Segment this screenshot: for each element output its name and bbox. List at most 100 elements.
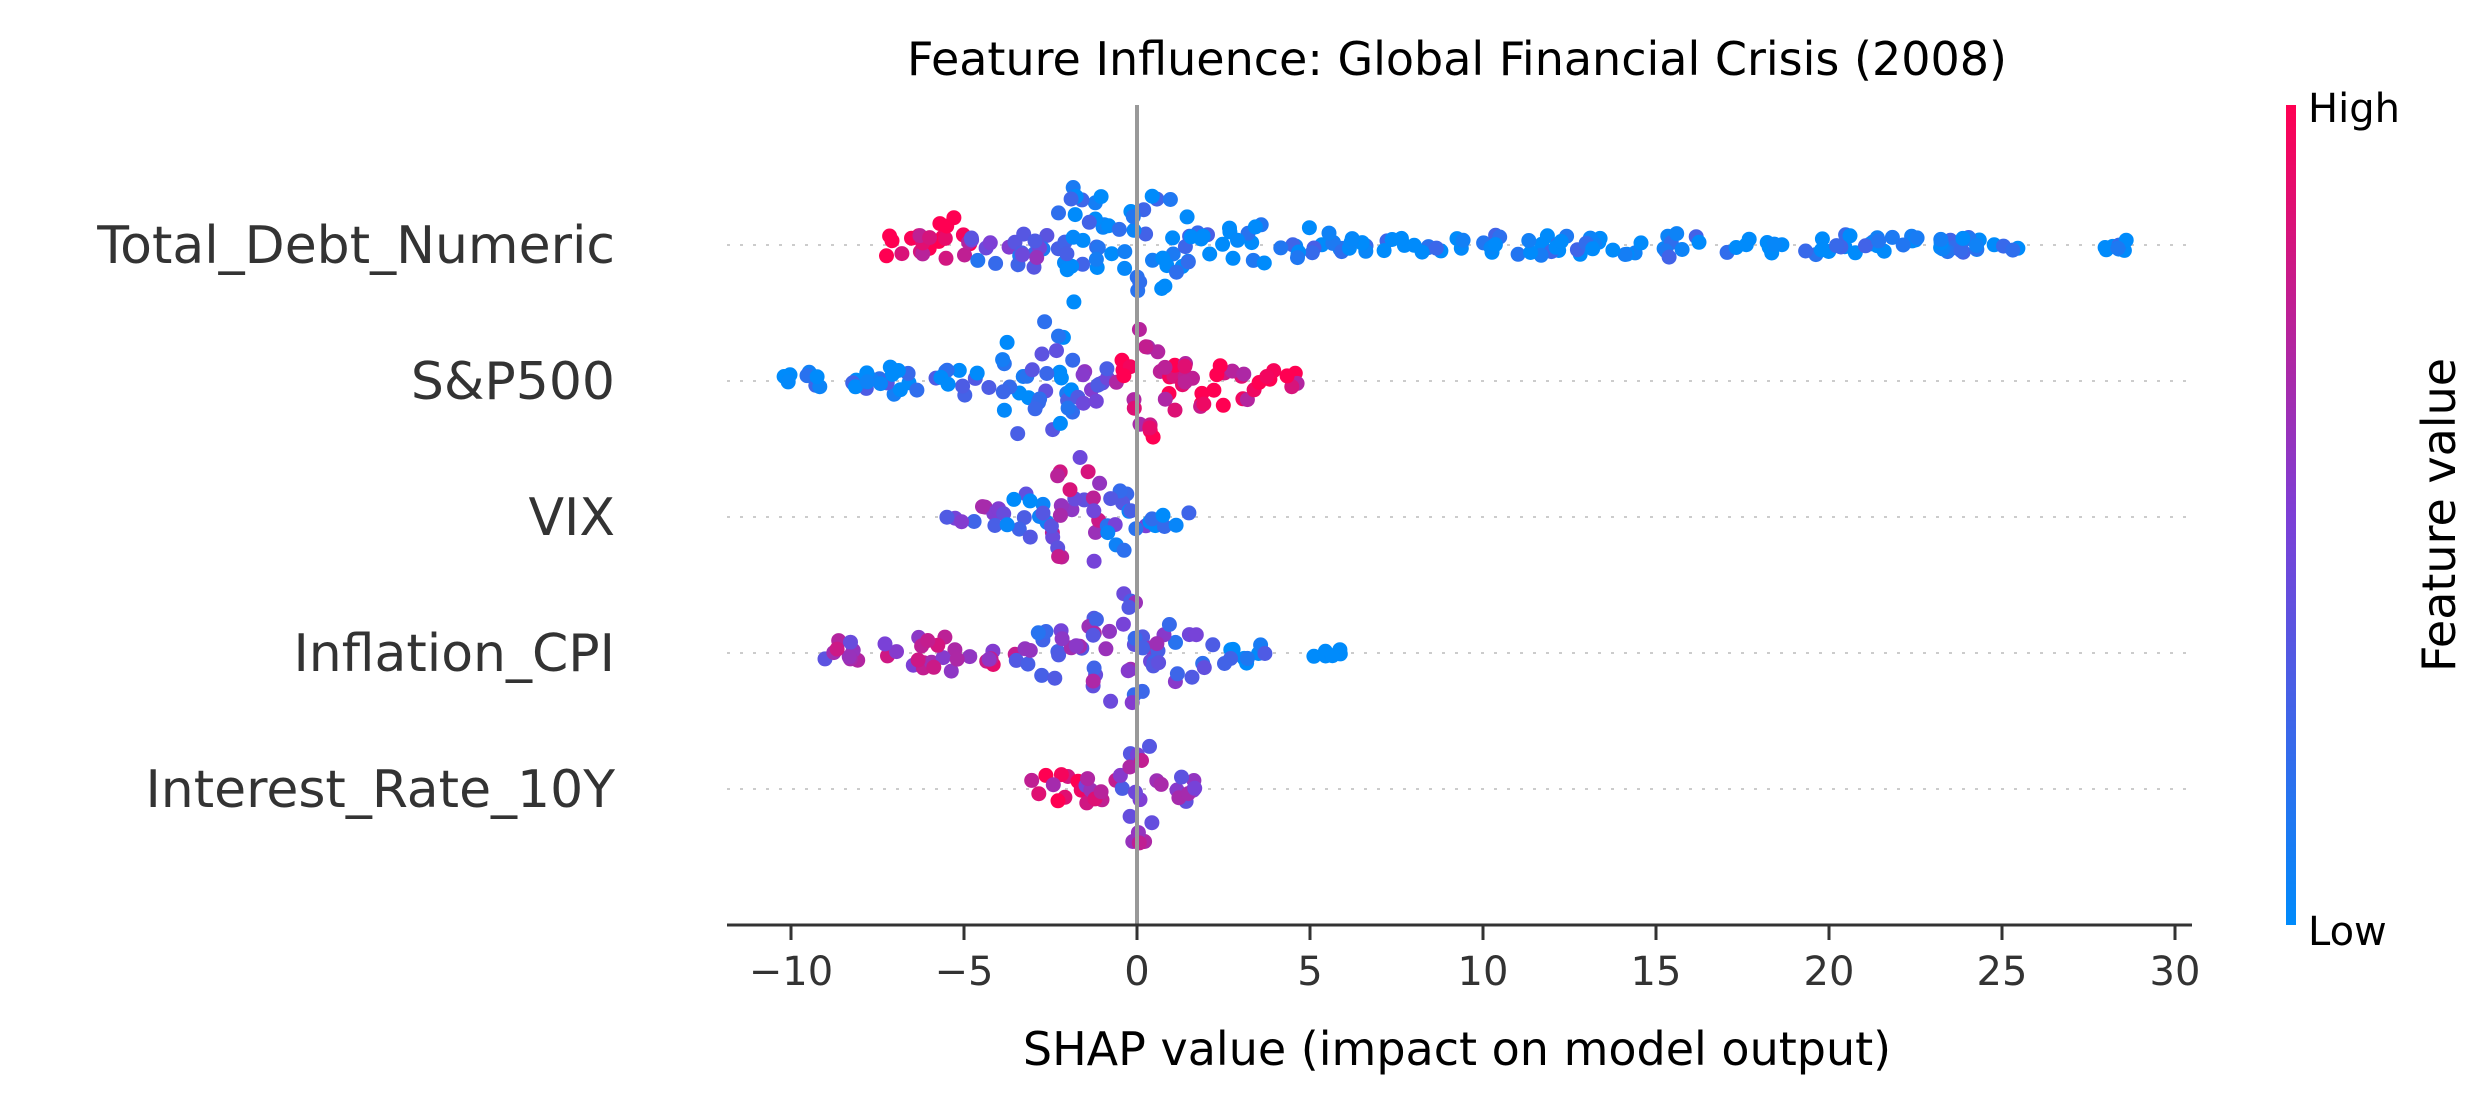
shap-point [1161, 617, 1177, 632]
shap-point [843, 634, 858, 650]
shap-point [975, 499, 990, 515]
shap-point [970, 252, 986, 268]
shap-point [1510, 246, 1526, 262]
shap-point [1521, 233, 1537, 248]
shap-point [1969, 238, 1984, 253]
shap-point [1085, 673, 1101, 689]
feature-row-points [776, 314, 1305, 445]
shap-point [920, 633, 936, 648]
shap-point [1016, 226, 1032, 242]
shap-point [988, 255, 1004, 271]
shap-point [1123, 503, 1139, 519]
shap-point [1661, 249, 1677, 265]
shap-point [1093, 784, 1109, 800]
shap-point [1117, 244, 1133, 260]
shap-point [940, 376, 956, 392]
beeswarm-points [776, 180, 2134, 851]
shap-point [1045, 777, 1061, 793]
shap-point [1151, 655, 1167, 671]
shap-point [1100, 525, 1116, 541]
shap-point [1016, 510, 1032, 526]
shap-point [1072, 450, 1088, 465]
shap-point [1162, 192, 1178, 207]
shap-point [1230, 232, 1245, 248]
shap-point [1131, 322, 1147, 337]
shap-point [982, 235, 998, 251]
shap-point [999, 517, 1015, 533]
shap-point [1691, 234, 1707, 250]
shap-point [910, 652, 926, 668]
shap-point [1177, 374, 1193, 390]
shap-point [1052, 507, 1068, 523]
shap-point [957, 247, 972, 263]
shap-point [1126, 222, 1142, 238]
shap-point [1144, 188, 1160, 204]
shap-point [1487, 237, 1503, 253]
shap-point [966, 514, 982, 529]
shap-point [841, 649, 857, 665]
shap-point [1155, 250, 1171, 266]
shap-point [1858, 238, 1873, 254]
shap-point [2005, 242, 2021, 258]
shap-point [1121, 599, 1137, 615]
shap-point [1149, 636, 1165, 652]
shap-point [1279, 368, 1295, 384]
shap-point [1050, 793, 1066, 809]
shap-point [1205, 637, 1221, 653]
shap-point [859, 374, 875, 390]
shap-point [1065, 352, 1081, 368]
shap-point [1633, 235, 1649, 251]
shap-point [1008, 652, 1024, 668]
shap-point [1738, 237, 1754, 253]
shap-point [780, 374, 796, 390]
shap-point [1114, 780, 1130, 796]
shap-point [1669, 226, 1685, 242]
shap-point [1080, 771, 1096, 787]
shap-point [1605, 242, 1621, 258]
shap-point [1225, 250, 1241, 266]
shap-point [996, 402, 1012, 418]
shap-point [981, 380, 997, 395]
shap-point [935, 650, 951, 666]
chart-title: Feature Influence: Global Financial Cris… [907, 32, 2007, 86]
shap-point [1116, 542, 1132, 558]
shap-point [1035, 505, 1051, 521]
shap-point [1798, 243, 1814, 259]
shap-point [879, 248, 894, 264]
shap-point [1168, 634, 1183, 650]
shap-point [1020, 656, 1036, 672]
shap-point [1179, 209, 1195, 225]
shap-point [2110, 240, 2126, 256]
shap-point [1842, 228, 1858, 244]
shap-point [1157, 519, 1172, 534]
feature-label: Inflation_CPI [293, 624, 615, 684]
x-axis-label: SHAP value (impact on model output) [1023, 1022, 1891, 1076]
shap-point [999, 334, 1015, 350]
shap-point [1103, 693, 1119, 709]
shap-point [1093, 189, 1109, 205]
shap-point [955, 378, 971, 394]
shap-point [1024, 772, 1040, 788]
shap-point [1051, 549, 1067, 564]
shap-point [1049, 343, 1064, 359]
x-tick-label: 10 [1458, 949, 1509, 995]
shap-point [1075, 395, 1091, 411]
shap-point [922, 230, 938, 246]
shap-point [1086, 553, 1102, 569]
shap-point [884, 233, 900, 249]
shap-point [1062, 482, 1078, 498]
shap-point [1884, 229, 1900, 245]
shap-point [1122, 808, 1138, 824]
shap-point [1585, 241, 1601, 257]
shap-point [1195, 228, 1211, 244]
shap-point [1047, 670, 1063, 686]
shap-point [1167, 402, 1183, 418]
shap-point [951, 362, 967, 378]
shap-point [1909, 230, 1925, 246]
shap-point [1428, 240, 1444, 256]
shap-point [1344, 231, 1360, 247]
shap-point [1871, 233, 1887, 249]
shap-point [1174, 769, 1189, 785]
shap-point [1169, 264, 1184, 280]
